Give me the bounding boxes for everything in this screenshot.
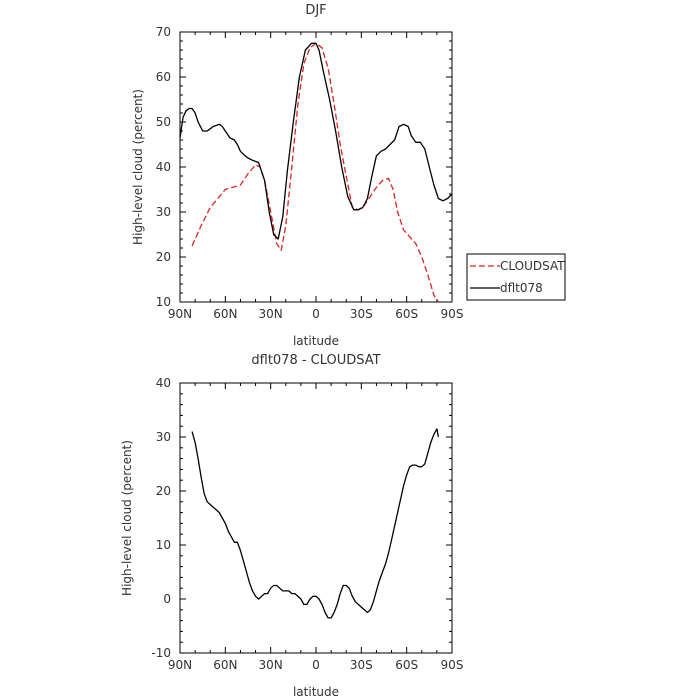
x-tick-label: 30S bbox=[350, 307, 373, 321]
y-tick-label: 0 bbox=[163, 592, 171, 606]
chart-title: dflt078 - CLOUDSAT bbox=[251, 353, 380, 368]
x-axis-label: latitude bbox=[293, 685, 339, 699]
legend: CLOUDSAT dflt078 bbox=[466, 253, 566, 301]
x-tick-label: 60N bbox=[213, 307, 237, 321]
y-tick-label: 60 bbox=[156, 70, 171, 84]
legend-label-cloudsat: CLOUDSAT bbox=[500, 259, 565, 273]
x-tick-label: 60S bbox=[395, 658, 418, 672]
legend-frame bbox=[466, 253, 566, 301]
x-tick-label: 0 bbox=[312, 307, 320, 321]
legend-label-dflt078: dflt078 bbox=[500, 281, 543, 295]
axis-ticks: 90N 60N 30N 0 30S 60S 90S 10 20 30 40 50 60 70 bbox=[156, 25, 464, 321]
x-axis-label: latitude bbox=[293, 334, 339, 348]
series-line-dflt078 bbox=[179, 42, 453, 240]
y-tick-label: 30 bbox=[156, 205, 171, 219]
series-layer bbox=[179, 42, 453, 303]
chart-title: DJF bbox=[305, 3, 326, 18]
y-tick-label: 10 bbox=[156, 538, 171, 552]
series-line-cloudsat bbox=[191, 42, 439, 303]
y-tick-label: 40 bbox=[156, 160, 171, 174]
x-tick-label: 0 bbox=[312, 658, 320, 672]
y-axis-label: High-level cloud (percent) bbox=[120, 440, 134, 596]
x-tick-label: 90N bbox=[168, 307, 192, 321]
y-tick-label: 30 bbox=[156, 430, 171, 444]
y-tick-label: 40 bbox=[156, 376, 171, 390]
y-tick-label: 20 bbox=[156, 484, 171, 498]
x-tick-label: 60S bbox=[395, 307, 418, 321]
x-tick-label: 30N bbox=[259, 658, 283, 672]
panel-djf: DJF 90N 60N 30N 0 30S 60S 90S 10 20 30 40 50 60 70 la… bbox=[131, 3, 463, 348]
x-tick-label: 30N bbox=[259, 307, 283, 321]
y-tick-label: 20 bbox=[156, 250, 171, 264]
x-tick-label: 90S bbox=[441, 307, 464, 321]
series-layer bbox=[191, 428, 440, 619]
axis-ticks: 90N 60N 30N 0 30S 60S 90S -10 0 10 20 30 40 bbox=[151, 376, 463, 672]
y-tick-label: 70 bbox=[156, 25, 171, 39]
x-tick-label: 90S bbox=[441, 658, 464, 672]
x-tick-label: 30S bbox=[350, 658, 373, 672]
x-tick-label: 90N bbox=[168, 658, 192, 672]
series-line-dflt078-cloudsat bbox=[191, 428, 440, 619]
x-tick-label: 60N bbox=[213, 658, 237, 672]
y-tick-label: 50 bbox=[156, 115, 171, 129]
y-axis-label: High-level cloud (percent) bbox=[131, 89, 145, 245]
y-tick-label: -10 bbox=[151, 646, 171, 660]
plot-frame bbox=[179, 31, 453, 303]
y-tick-label: 10 bbox=[156, 295, 171, 309]
plot-frame bbox=[179, 382, 453, 654]
panel-difference: dflt078 - CLOUDSAT 90N 60N 30N 0 30S 60S 90S -1… bbox=[120, 353, 463, 699]
